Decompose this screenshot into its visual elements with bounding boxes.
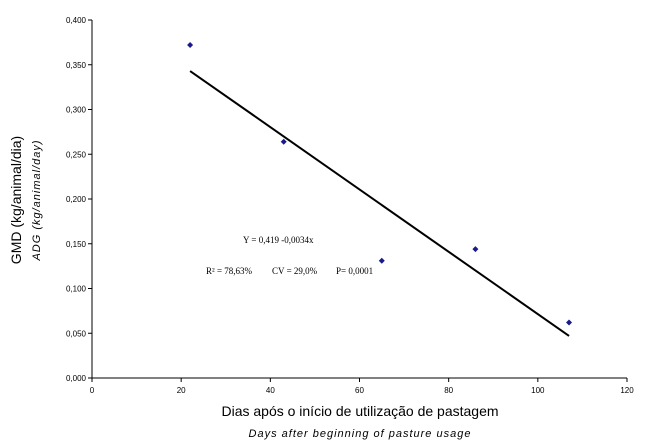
x-tick-label: 80 (444, 386, 453, 395)
x-tick-label: 0 (90, 386, 95, 395)
regression-line (189, 70, 570, 337)
x-tick-label: 20 (177, 386, 186, 395)
y-tick-label: 0,050 (66, 329, 87, 338)
y-tick-label: 0,000 (66, 374, 87, 383)
x-tick-label: 120 (620, 386, 634, 395)
r2-annotation: R² = 78,63% (206, 266, 253, 276)
y-tick-label: 0,400 (66, 16, 87, 25)
data-point (472, 246, 479, 253)
y-axis-title: GMD (kg/animal/dia) (8, 136, 24, 264)
x-tick-label: 40 (266, 386, 275, 395)
y-tick-label: 0,350 (66, 61, 87, 70)
y-axis-subtitle: ADG (kg/animal/day) (31, 139, 43, 261)
data-point (566, 319, 573, 326)
data-point (187, 42, 194, 49)
data-points (187, 42, 573, 326)
y-tick-label: 0,150 (66, 240, 87, 249)
y-tick-label: 0,200 (66, 195, 87, 204)
x-axis-subtitle: Days after beginning of pasture usage (249, 428, 472, 440)
cv-annotation: CV = 29,0% (272, 266, 318, 276)
x-axis-title: Dias após o início de utilização de past… (221, 403, 498, 419)
y-axis-ticks: 0,000 0,050 0,100 0,150 0,200 0,250 0,300 0,350… (66, 16, 92, 383)
y-tick-label: 0,100 (66, 285, 87, 294)
trendline (189, 70, 570, 337)
x-tick-label: 100 (531, 386, 545, 395)
p-annotation: P= 0,0001 (336, 266, 373, 276)
y-tick-label: 0,250 (66, 150, 87, 159)
y-tick-label: 0,300 (66, 106, 87, 115)
x-axis-ticks: 0 20 40 60 80 100 120 (90, 378, 634, 395)
data-point (378, 257, 385, 264)
x-tick-label: 60 (355, 386, 364, 395)
data-point (280, 138, 287, 145)
equation-annotation: Y = 0,419 -0,0034x (243, 235, 314, 245)
